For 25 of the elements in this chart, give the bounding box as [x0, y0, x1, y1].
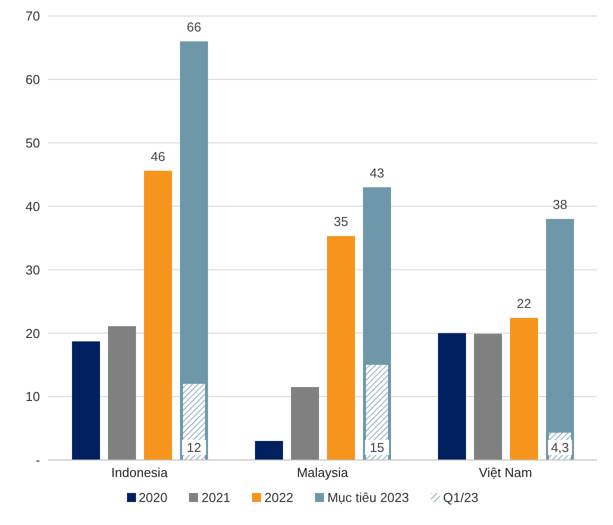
x-tick-label: Indonesia	[111, 465, 168, 480]
data-label: 22	[516, 296, 532, 311]
legend-label: 2021	[200, 490, 230, 505]
y-tick-label: 30	[26, 262, 40, 278]
data-label: 43	[370, 165, 384, 180]
legend-label: Mục tiêu 2023	[326, 490, 409, 505]
x-tick-label: Việt Nam	[478, 465, 532, 480]
data-label: 12	[186, 440, 202, 455]
y-tick-label: 60	[26, 72, 40, 88]
legend-label: 2020	[138, 490, 168, 505]
legend-label: Q1/23	[442, 490, 478, 505]
data-label: 4,3	[550, 440, 570, 455]
data-label: 46	[150, 148, 166, 164]
y-tick-label: 50	[26, 135, 40, 150]
x-tick-label: Malaysia	[296, 465, 349, 480]
y-tick-label: 40	[26, 198, 40, 214]
y-tick-label: -	[36, 452, 40, 468]
y-tick-label: 10	[26, 389, 40, 404]
data-label: 35	[334, 214, 348, 230]
data-label: 38	[552, 196, 568, 212]
data-label: 66	[186, 19, 202, 34]
data-label: 15	[370, 440, 384, 455]
y-tick-label: 70	[26, 8, 40, 24]
y-tick-label: 20	[26, 326, 40, 341]
legend-label: 2022	[263, 490, 294, 505]
